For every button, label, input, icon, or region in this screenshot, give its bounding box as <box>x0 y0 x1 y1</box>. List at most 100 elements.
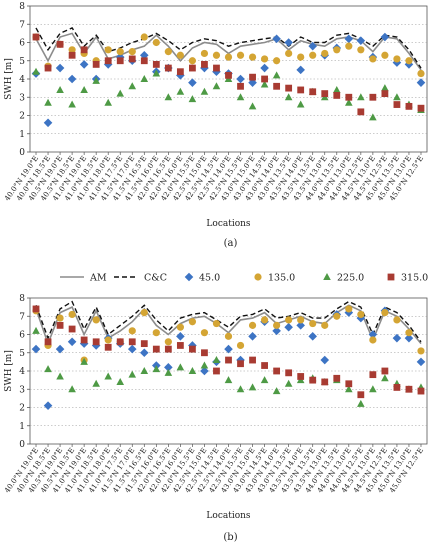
data-point <box>44 365 52 373</box>
data-point <box>284 38 293 47</box>
data-point <box>345 98 353 106</box>
data-point <box>297 373 305 380</box>
data-point <box>393 101 401 108</box>
data-point <box>92 379 100 387</box>
data-point <box>236 355 245 365</box>
data-point <box>296 321 305 330</box>
data-point <box>405 385 413 393</box>
data-point <box>393 384 401 391</box>
data-point <box>140 309 148 317</box>
legend-label: 135.0 <box>268 273 295 284</box>
data-point <box>261 362 268 369</box>
data-point <box>381 51 389 59</box>
data-point <box>404 333 414 343</box>
series-line-am <box>35 304 422 346</box>
data-point <box>188 318 197 326</box>
y-tick-label: 8 <box>19 294 25 304</box>
data-point <box>356 36 366 45</box>
data-point <box>68 51 76 59</box>
data-point <box>164 368 173 376</box>
data-point <box>345 42 353 50</box>
y-tick-label: 0 <box>19 148 25 158</box>
data-point <box>44 338 52 346</box>
data-point <box>369 336 377 344</box>
data-point <box>236 385 245 393</box>
data-point <box>344 34 354 44</box>
data-point <box>140 340 148 348</box>
y-tick-label: 5 <box>19 57 25 67</box>
data-point <box>224 376 233 384</box>
data-point <box>128 327 136 335</box>
y-tick-label: 5 <box>19 349 25 359</box>
legend-label: AM <box>89 273 107 284</box>
data-point <box>236 93 245 101</box>
data-point <box>188 95 197 103</box>
data-point <box>55 344 65 354</box>
data-point <box>416 78 426 87</box>
data-point <box>236 74 245 84</box>
data-point <box>104 336 112 344</box>
data-point <box>31 344 41 354</box>
data-point <box>189 64 196 72</box>
data-point <box>224 332 233 340</box>
y-tick-label: 2 <box>19 404 25 414</box>
data-point <box>127 344 137 354</box>
data-point <box>260 63 269 73</box>
data-point <box>237 82 244 90</box>
data-point <box>140 75 149 82</box>
data-point <box>68 100 76 108</box>
data-point <box>32 326 40 334</box>
data-point <box>92 76 100 84</box>
data-point <box>333 92 341 99</box>
data-point <box>224 53 233 61</box>
data-point <box>381 374 389 382</box>
data-point <box>405 102 413 110</box>
data-point <box>369 55 377 63</box>
data-point <box>152 365 161 373</box>
data-point <box>284 322 293 332</box>
legend-marker <box>387 273 395 281</box>
data-point <box>332 85 341 93</box>
data-point <box>285 49 293 58</box>
data-point <box>369 371 377 379</box>
y-tick-label: 3 <box>19 385 25 395</box>
legend-label: 315.0 <box>401 273 428 284</box>
legend-entry: 315.0 <box>387 273 428 284</box>
data-point <box>368 330 378 339</box>
data-point <box>128 55 136 63</box>
data-point <box>248 383 257 391</box>
data-point <box>43 118 53 128</box>
data-point <box>320 355 330 365</box>
data-point <box>392 333 402 343</box>
data-point <box>297 86 305 94</box>
data-point <box>405 329 413 337</box>
data-point <box>309 51 317 59</box>
data-point <box>152 69 161 77</box>
data-point <box>248 102 257 110</box>
data-point <box>260 80 269 88</box>
y-tick-label: 8 <box>19 2 25 12</box>
y-tick-label: 7 <box>19 312 25 322</box>
data-point <box>321 90 329 97</box>
data-point <box>104 343 112 351</box>
data-point <box>308 332 318 341</box>
y-tick-label: 1 <box>19 422 25 432</box>
data-point <box>357 391 365 399</box>
data-point <box>68 325 76 333</box>
data-point <box>176 323 184 331</box>
data-point <box>43 401 53 410</box>
legend-marker <box>254 273 262 281</box>
data-point <box>200 361 209 369</box>
data-point <box>308 41 318 51</box>
data-point <box>260 376 269 384</box>
data-point <box>236 51 245 59</box>
data-point <box>345 385 353 393</box>
series-markers-315-0 <box>32 33 425 116</box>
data-point <box>176 342 184 349</box>
data-point <box>284 379 293 387</box>
legend-label: 225.0 <box>337 273 364 284</box>
data-point <box>80 46 88 54</box>
data-point <box>140 33 148 41</box>
data-point <box>80 336 88 344</box>
